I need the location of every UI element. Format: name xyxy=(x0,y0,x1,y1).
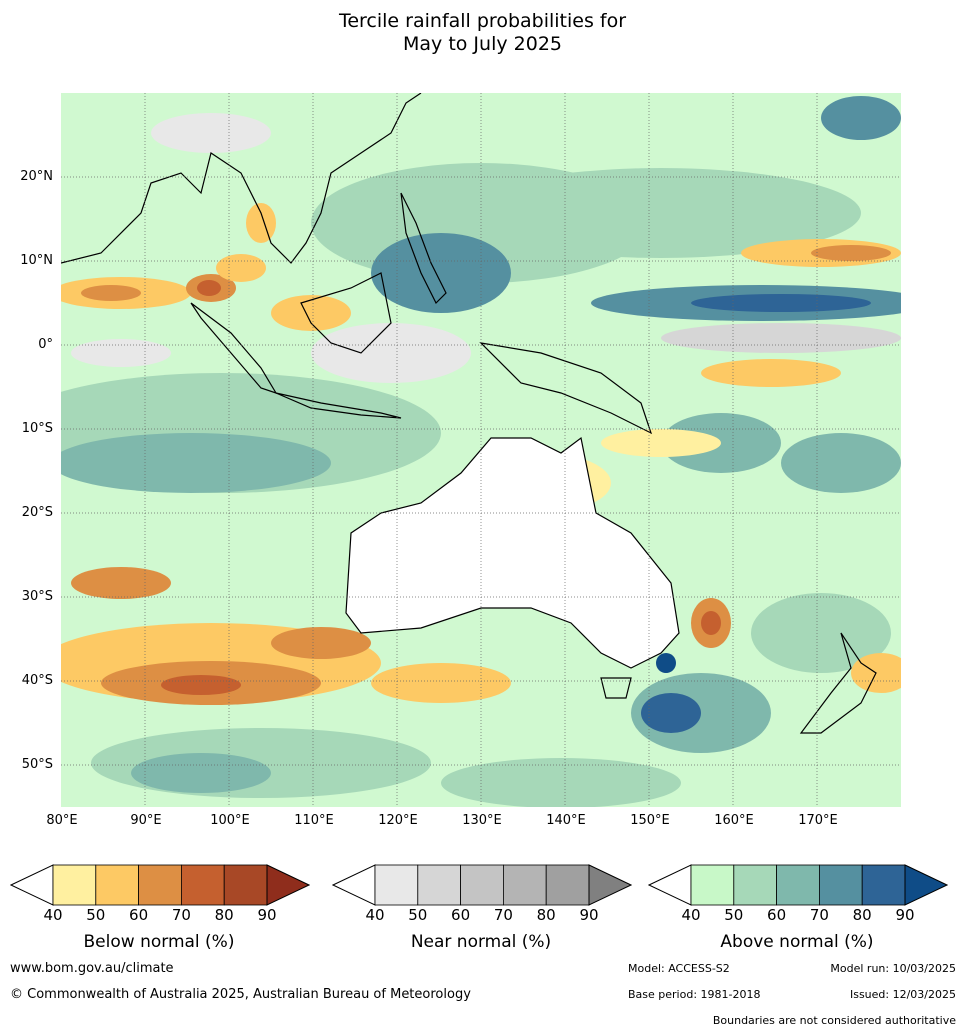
lon-label-110e: 110°E xyxy=(294,813,334,828)
lon-label-150e: 150°E xyxy=(630,813,670,828)
below-normal-swatch-3 xyxy=(138,864,182,906)
near-normal-colorbar xyxy=(331,864,633,910)
near-normal-swatch-2 xyxy=(417,864,462,906)
above-normal-tick-label: 50 xyxy=(724,906,744,924)
above-normal-swatch-3 xyxy=(776,864,820,906)
near-normal-tick-label: 70 xyxy=(493,906,513,924)
lon-label-160e: 160°E xyxy=(714,813,754,828)
near-normal-swatch-under xyxy=(331,864,376,906)
above-normal-colorbar xyxy=(647,864,949,910)
title-line-1: Tercile rainfall probabilities for xyxy=(338,10,627,32)
below-normal-tick-label: 90 xyxy=(257,906,277,924)
australia-landmass xyxy=(345,436,680,669)
lat-label-10s: 10°S xyxy=(21,421,53,436)
above-normal-tick-label: 90 xyxy=(895,906,915,924)
borneo-coastline xyxy=(300,272,392,354)
asia-coastline xyxy=(61,93,422,264)
above-normal-tick-label: 80 xyxy=(852,906,872,924)
near-normal-tick-label: 50 xyxy=(408,906,428,924)
map-canvas xyxy=(61,93,901,807)
model-text: Model: ACCESS-S2 xyxy=(628,962,730,975)
lon-label-170e: 170°E xyxy=(798,813,838,828)
lon-label-90e: 90°E xyxy=(130,813,162,828)
near-normal-swatch-over xyxy=(588,864,633,906)
below-normal-colorbar-label: Below normal (%) xyxy=(83,932,235,952)
rainfall-probability-map xyxy=(61,93,901,807)
base-period-text: Base period: 1981-2018 xyxy=(628,988,761,1001)
below-normal-swatch-under xyxy=(9,864,54,906)
near-normal-swatch-5 xyxy=(545,864,590,906)
title-line-2: May to July 2025 xyxy=(403,33,562,55)
below-normal-tick-label: 70 xyxy=(171,906,191,924)
copyright-text: © Commonwealth of Australia 2025, Austra… xyxy=(10,987,471,1002)
above-normal-swatch-over xyxy=(904,864,949,906)
below-normal-swatch-1 xyxy=(52,864,97,906)
below-normal-swatch-4 xyxy=(180,864,225,906)
lat-label-30s: 30°S xyxy=(21,589,53,604)
below-normal-tick-label: 60 xyxy=(129,906,149,924)
lon-label-120e: 120°E xyxy=(378,813,418,828)
java-coastline xyxy=(275,392,402,419)
below-normal-swatch-over xyxy=(266,864,311,906)
lat-label-40s: 40°S xyxy=(21,673,53,688)
below-normal-swatch-5 xyxy=(223,864,268,906)
lat-label-20n: 20°N xyxy=(20,169,53,184)
website-link[interactable]: www.bom.gov.au/climate xyxy=(10,961,174,976)
model-run-text: Model run: 10/03/2025 xyxy=(830,962,956,975)
new-guinea-coastline xyxy=(479,342,653,435)
map-title: Tercile rainfall probabilities for May t… xyxy=(0,10,965,56)
below-normal-swatch-2 xyxy=(95,864,140,906)
above-normal-colorbar-label: Above normal (%) xyxy=(720,932,874,952)
lon-label-130e: 130°E xyxy=(462,813,502,828)
near-normal-tick-label: 40 xyxy=(365,906,385,924)
lat-label-10n: 10°N xyxy=(20,253,53,268)
near-normal-swatch-4 xyxy=(502,864,547,906)
above-normal-swatch-under xyxy=(647,864,692,906)
above-normal-tick-label: 60 xyxy=(767,906,787,924)
near-normal-colorbar-label: Near normal (%) xyxy=(410,932,552,952)
above-normal-tick-label: 70 xyxy=(809,906,829,924)
above-normal-swatch-1 xyxy=(690,864,735,906)
boundaries-note: Boundaries are not considered authoritat… xyxy=(712,1014,956,1027)
near-normal-tick-label: 60 xyxy=(451,906,471,924)
lat-label-20s: 20°S xyxy=(21,505,53,520)
sumatra-coastline xyxy=(190,302,278,395)
lat-label-0: 0° xyxy=(38,337,53,352)
below-normal-tick-label: 50 xyxy=(86,906,106,924)
tasmania-coastline xyxy=(600,677,632,699)
philippines-coastline xyxy=(400,192,447,305)
above-normal-tick-label: 40 xyxy=(681,906,701,924)
near-normal-swatch-1 xyxy=(374,864,419,906)
above-normal-swatch-5 xyxy=(861,864,906,906)
lat-label-50s: 50°S xyxy=(21,757,53,772)
below-normal-tick-label: 80 xyxy=(214,906,234,924)
near-normal-tick-label: 90 xyxy=(579,906,599,924)
above-normal-swatch-2 xyxy=(733,864,778,906)
issued-text: Issued: 12/03/2025 xyxy=(849,988,956,1001)
lon-label-80e: 80°E xyxy=(46,813,78,828)
lon-label-140e: 140°E xyxy=(546,813,586,828)
near-normal-tick-label: 80 xyxy=(536,906,556,924)
lon-label-100e: 100°E xyxy=(210,813,250,828)
below-normal-colorbar xyxy=(9,864,311,910)
above-normal-swatch-4 xyxy=(818,864,863,906)
new-zealand-coastline xyxy=(799,632,877,734)
graticule xyxy=(61,93,901,807)
below-normal-tick-label: 40 xyxy=(43,906,63,924)
near-normal-swatch-3 xyxy=(460,864,504,906)
